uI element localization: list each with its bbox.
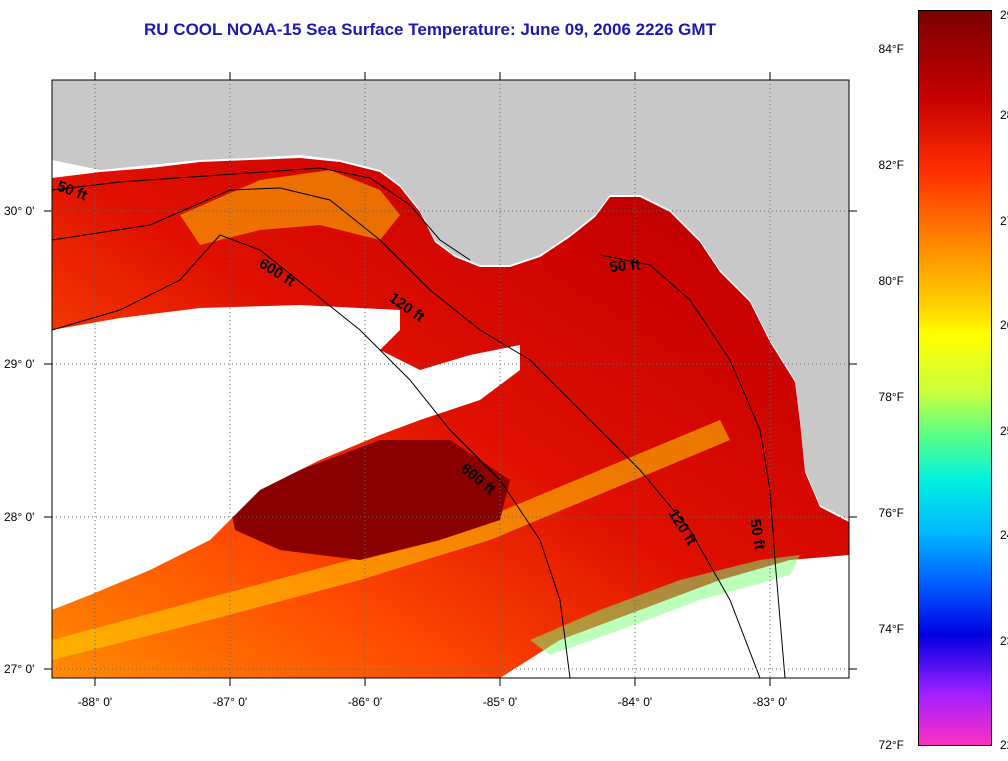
contour-label-50ft-south: 50 ft — [746, 518, 768, 551]
cloud-patch-west — [52, 305, 520, 610]
lat-label-30: 30° 0' — [4, 204, 34, 218]
graticule — [52, 80, 849, 678]
colorbar-f-84: 84°F — [878, 42, 904, 56]
lon-label-88: -88° 0' — [78, 695, 112, 709]
colorbar-c-23: 23°C — [1000, 634, 1008, 648]
colorbar-f-72: 72°F — [878, 738, 904, 752]
cool-fringe — [530, 555, 800, 655]
contour-label-50ft-east: 50 ft — [609, 256, 641, 276]
map-area — [52, 80, 849, 678]
colorbar-gradient — [918, 10, 992, 746]
colorbar-c-29: 29°C — [1000, 8, 1008, 22]
contour-120ft — [52, 187, 761, 678]
colorbar-f-74: 74°F — [878, 622, 904, 636]
sst-band-coastal — [180, 170, 400, 245]
lon-label-85: -85° 0' — [483, 695, 517, 709]
colorbar-c-25: 25°C — [1000, 424, 1008, 438]
sst-field — [52, 158, 849, 678]
colorbar-c-26: 26°C — [1000, 318, 1008, 332]
lon-label-83: -83° 0' — [753, 695, 787, 709]
sst-band-diagonal — [52, 420, 730, 660]
map-frame — [51, 79, 850, 679]
colorbar-c-27: 27°C — [1000, 214, 1008, 228]
colorbar-f-82: 82°F — [878, 158, 904, 172]
lat-label-27: 27° 0' — [4, 662, 34, 676]
cloud-patch-south — [500, 555, 849, 678]
map-title: RU COOL NOAA-15 Sea Surface Temperature:… — [144, 20, 716, 39]
lon-label-86: -86° 0' — [348, 695, 382, 709]
colorbar-c-28: 28°C — [1000, 108, 1008, 122]
colorbar-f-80: 80°F — [878, 274, 904, 288]
lon-label-84: -84° 0' — [618, 695, 652, 709]
lat-label-29: 29° 0' — [4, 357, 34, 371]
contour-50ft-east — [599, 254, 786, 678]
frame-ticks — [44, 72, 857, 686]
land-mass — [52, 80, 849, 520]
colorbar-f-76: 76°F — [878, 506, 904, 520]
colorbar: 84°F 82°F 80°F 78°F 76°F 74°F 72°F 29°C … — [879, 8, 1008, 752]
colorbar-f-78: 78°F — [878, 390, 904, 404]
contour-50ft-west — [52, 167, 471, 261]
colorbar-c-22: 22°C — [1000, 738, 1008, 752]
contour-600ft — [52, 234, 571, 678]
lon-label-87: -87° 0' — [213, 695, 247, 709]
lat-label-28: 28° 0' — [4, 510, 34, 524]
colorbar-c-24: 24°C — [1000, 528, 1008, 542]
